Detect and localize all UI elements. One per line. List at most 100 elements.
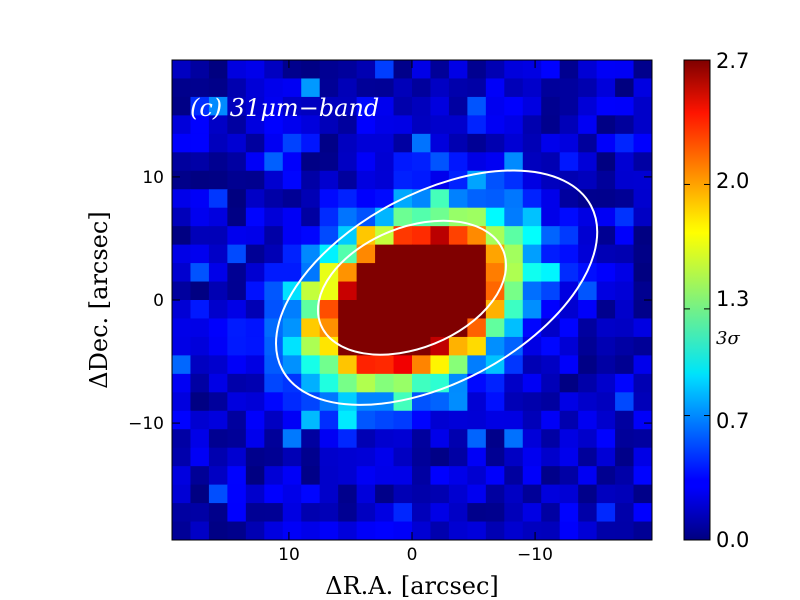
- heatmap-cell: [559, 281, 579, 301]
- heatmap-cell: [172, 429, 192, 449]
- heatmap-cell: [615, 466, 635, 486]
- heatmap-cell: [504, 115, 524, 135]
- heatmap-cell: [375, 447, 395, 467]
- heatmap-cell: [467, 336, 487, 356]
- heatmap-cell: [356, 392, 376, 412]
- heatmap-cell: [467, 300, 487, 320]
- heatmap-cell: [467, 189, 487, 209]
- heatmap-cell: [633, 373, 652, 393]
- heatmap-cell: [301, 484, 321, 504]
- heatmap-cell: [393, 392, 413, 412]
- heatmap-cell: [301, 521, 321, 540]
- heatmap-cell: [190, 60, 210, 80]
- heatmap-cell: [319, 447, 339, 467]
- heatmap-cell: [467, 281, 487, 301]
- heatmap-cell: [412, 189, 432, 209]
- heatmap-cell: [190, 466, 210, 486]
- heatmap-cell: [190, 410, 210, 430]
- heatmap-cell: [208, 373, 228, 393]
- heatmap-cell: [356, 355, 376, 375]
- heatmap-cell: [633, 207, 652, 227]
- x-axis-label: ΔR.A. [arcsec]: [325, 572, 499, 600]
- heatmap-cell: [578, 466, 598, 486]
- heatmap-cell: [282, 78, 302, 98]
- heatmap-cell: [190, 96, 210, 116]
- heatmap-cell: [541, 373, 561, 393]
- heatmap-cell: [190, 484, 210, 504]
- heatmap-cell: [375, 521, 395, 540]
- heatmap-cell: [264, 336, 284, 356]
- heatmap-cell: [227, 336, 247, 356]
- heatmap-cell: [596, 410, 616, 430]
- heatmap-cell: [448, 392, 468, 412]
- heatmap-cell: [227, 466, 247, 486]
- heatmap-cell: [467, 244, 487, 264]
- heatmap-cell: [522, 503, 542, 523]
- heatmap-cell: [190, 318, 210, 338]
- heatmap-cell: [338, 373, 358, 393]
- heatmap-cell: [393, 300, 413, 320]
- heatmap-cell: [301, 207, 321, 227]
- heatmap-cell: [541, 484, 561, 504]
- heatmap-cell: [393, 60, 413, 80]
- heatmap-cell: [319, 429, 339, 449]
- heatmap-cell: [356, 521, 376, 540]
- heatmap-cell: [430, 207, 450, 227]
- heatmap-cell: [522, 300, 542, 320]
- heatmap-cell: [245, 300, 265, 320]
- heatmap-cell: [227, 170, 247, 190]
- heatmap-cell: [578, 503, 598, 523]
- heatmap-cell: [448, 115, 468, 135]
- heatmap-cell: [301, 189, 321, 209]
- colorbar-3sigma-label: 3σ: [716, 328, 740, 349]
- heatmap-cell: [615, 300, 635, 320]
- heatmap-cell: [227, 263, 247, 283]
- heatmap-cell: [319, 115, 339, 135]
- heatmap-cell: [615, 96, 635, 116]
- heatmap-cell: [467, 355, 487, 375]
- heatmap-cell: [485, 281, 505, 301]
- heatmap-cell: [448, 78, 468, 98]
- heatmap-cell: [264, 78, 284, 98]
- heatmap-cell: [190, 133, 210, 153]
- heatmap-cell: [485, 336, 505, 356]
- heatmap-cell: [227, 115, 247, 135]
- heatmap-cell: [504, 263, 524, 283]
- heatmap-cell: [282, 60, 302, 80]
- heatmap-cell: [541, 170, 561, 190]
- heatmap-cell: [245, 170, 265, 190]
- heatmap-cell: [430, 152, 450, 172]
- heatmap-cell: [172, 503, 192, 523]
- heatmap-cell: [412, 96, 432, 116]
- heatmap-cell: [596, 170, 616, 190]
- heatmap-cell: [559, 78, 579, 98]
- heatmap-cell: [338, 503, 358, 523]
- heatmap-cell: [227, 484, 247, 504]
- heatmap-cell: [541, 429, 561, 449]
- colorbar-tick-label: 0.7: [716, 409, 749, 433]
- heatmap-cell: [559, 503, 579, 523]
- heatmap-cell: [393, 466, 413, 486]
- heatmap-cell: [522, 263, 542, 283]
- heatmap-cell: [615, 207, 635, 227]
- heatmap-cell: [245, 410, 265, 430]
- x-tick-label: 10: [278, 545, 300, 565]
- heatmap-cell: [541, 226, 561, 246]
- heatmap-cell: [504, 152, 524, 172]
- heatmap-cell: [375, 466, 395, 486]
- heatmap-cell: [541, 244, 561, 264]
- heatmap-cell: [467, 96, 487, 116]
- heatmap-cell: [264, 244, 284, 264]
- heatmap-cell: [541, 355, 561, 375]
- heatmap-cell: [559, 244, 579, 264]
- heatmap-cell: [356, 373, 376, 393]
- heatmap-cell: [412, 133, 432, 153]
- heatmap-cell: [208, 152, 228, 172]
- heatmap-cell: [596, 447, 616, 467]
- heatmap-cell: [412, 336, 432, 356]
- heatmap-cell: [190, 263, 210, 283]
- heatmap-cell: [172, 447, 192, 467]
- heatmap-cell: [412, 521, 432, 540]
- heatmap-cell: [190, 244, 210, 264]
- heatmap-cell: [633, 170, 652, 190]
